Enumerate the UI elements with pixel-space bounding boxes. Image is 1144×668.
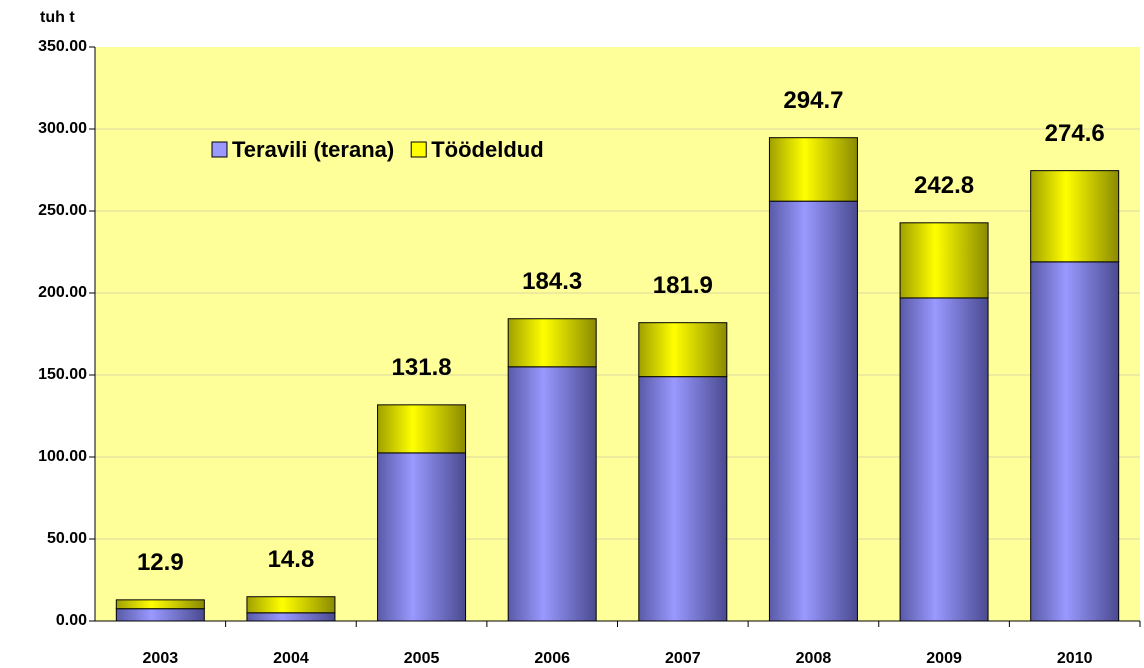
x-tick-label: 2007 (665, 650, 701, 667)
y-tick-label: 350.00 (38, 38, 87, 55)
y-tick-label: 0.00 (56, 612, 87, 629)
bar-segment (768, 137, 858, 202)
bar-segment (115, 608, 205, 622)
y-tick-label: 200.00 (38, 284, 87, 301)
total-label: 294.7 (783, 87, 843, 114)
x-tick-label: 2009 (926, 650, 962, 667)
y-tick-label: 50.00 (47, 530, 87, 547)
bar-segment (246, 596, 336, 614)
y-tick-label: 250.00 (38, 202, 87, 219)
bar-segment (638, 376, 728, 622)
total-label: 184.3 (522, 268, 582, 295)
legend-box (200, 130, 660, 172)
legend-label: Töödeldud (431, 137, 543, 162)
total-label: 274.6 (1045, 120, 1105, 147)
bar-segment (115, 599, 205, 610)
x-tick-label: 2010 (1057, 650, 1093, 667)
legend-swatch (410, 141, 427, 158)
total-label: 131.8 (392, 354, 452, 381)
y-tick-label: 100.00 (38, 448, 87, 465)
y-tick-label: 300.00 (38, 120, 87, 137)
bar-segment (1030, 170, 1120, 263)
x-tick-label: 2008 (796, 650, 832, 667)
bar-segment (899, 297, 989, 622)
x-tick-label: 2004 (273, 650, 309, 667)
x-tick-label: 2006 (534, 650, 570, 667)
legend-label: Teravili (terana) (232, 137, 394, 162)
total-label: 14.8 (268, 546, 315, 573)
x-tick-label: 2003 (143, 650, 179, 667)
bar-segment (507, 318, 597, 368)
y-tick-label: 150.00 (38, 366, 87, 383)
bar-segment (377, 404, 467, 454)
bar-segment (768, 200, 858, 622)
bar-segment (1030, 261, 1120, 622)
total-label: 12.9 (137, 549, 184, 576)
bar-segment (899, 222, 989, 299)
bar-segment (638, 322, 728, 378)
bar-segment (507, 366, 597, 622)
y-axis-label: tuh t (40, 9, 75, 26)
total-label: 242.8 (914, 172, 974, 199)
total-label: 181.9 (653, 272, 713, 299)
bar-segment (377, 452, 467, 622)
bar-segment (246, 612, 336, 622)
x-tick-label: 2005 (404, 650, 440, 667)
legend-swatch (211, 141, 228, 158)
